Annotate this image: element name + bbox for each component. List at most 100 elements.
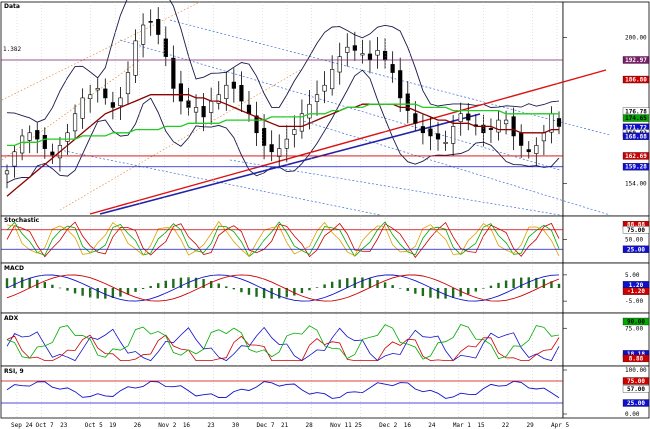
macd-histogram-bar bbox=[43, 282, 47, 288]
x-tick-label: Oct 5 bbox=[85, 422, 103, 429]
candle-body bbox=[156, 19, 161, 35]
candle-body bbox=[534, 145, 539, 154]
candle-body bbox=[65, 132, 70, 142]
x-tick-label: 28 bbox=[306, 422, 314, 429]
price-tag-label: 176.78 bbox=[625, 108, 647, 115]
macd-histogram-bar bbox=[542, 279, 546, 288]
macd-histogram-bar bbox=[383, 282, 387, 288]
candle-body bbox=[503, 119, 509, 125]
candle-body bbox=[511, 116, 516, 137]
price-tag-box bbox=[622, 226, 650, 234]
candle-body bbox=[35, 130, 40, 140]
rsi-line bbox=[6, 380, 560, 399]
price-tag-label: 25.00 bbox=[627, 400, 645, 407]
y-tick-label: 75.00 bbox=[625, 325, 643, 332]
price-tag-box bbox=[622, 132, 650, 140]
stochastic-line bbox=[6, 221, 560, 259]
candle-body bbox=[526, 149, 531, 153]
candle-body bbox=[125, 72, 131, 95]
macd-histogram-bar bbox=[225, 286, 228, 288]
price-tag-label: 171.72 bbox=[625, 124, 647, 131]
macd-histogram-bar bbox=[406, 288, 409, 291]
y-tick-label: 154.00 bbox=[625, 180, 647, 187]
macd-histogram-bar bbox=[338, 279, 341, 288]
price-tag-box bbox=[622, 114, 650, 122]
price-tag-box bbox=[622, 163, 650, 171]
x-tick-label: Nov 11 bbox=[330, 422, 352, 429]
x-tick-label: 19 bbox=[109, 422, 117, 429]
x-tick-label: 30 bbox=[232, 422, 240, 429]
fib-ratio-label: 1.382 bbox=[3, 46, 21, 53]
candle-body bbox=[209, 100, 214, 113]
price-tag-label: 18.18 bbox=[627, 351, 645, 358]
candle-body bbox=[163, 38, 168, 58]
candle-body bbox=[345, 46, 350, 53]
trend-support-line-blue bbox=[99, 113, 481, 215]
candle-body bbox=[201, 106, 206, 118]
x-tick-label: 16 bbox=[404, 422, 412, 429]
macd-histogram-bar bbox=[429, 288, 432, 298]
candle-body bbox=[390, 64, 395, 73]
price-tag-label: 88.88 bbox=[627, 222, 645, 229]
price-plot bbox=[1, 0, 611, 216]
panel-frame-price bbox=[0, 1, 564, 217]
candle-body bbox=[435, 133, 441, 140]
candle-body bbox=[556, 118, 562, 127]
y-tick-label: 100.00 bbox=[625, 367, 647, 374]
x-tick-label: Dec 2 bbox=[379, 422, 397, 429]
candle-body bbox=[42, 135, 47, 149]
candle-body bbox=[216, 94, 221, 104]
macd-line bbox=[6, 274, 560, 302]
x-tick-label: 15 bbox=[477, 422, 485, 429]
candle-body bbox=[80, 97, 85, 119]
x-tick-label: Oct 7 bbox=[36, 422, 54, 429]
candle-body bbox=[72, 113, 78, 132]
macd-histogram-bar bbox=[5, 278, 9, 288]
price-tag-box bbox=[622, 385, 650, 393]
candle-body bbox=[360, 53, 365, 56]
x-tick-label: 26 bbox=[134, 422, 142, 429]
candle-body bbox=[337, 56, 342, 73]
macd-histogram-bar bbox=[104, 288, 107, 299]
macd-signal-line bbox=[6, 274, 560, 302]
price-tag-box bbox=[622, 377, 650, 385]
macd-histogram-bar bbox=[179, 277, 183, 288]
candle-body bbox=[367, 53, 373, 61]
panel-frame-rsi bbox=[0, 365, 564, 419]
y-tick-label: -5.00 bbox=[625, 298, 643, 305]
bollinger-upper-band bbox=[6, 0, 560, 123]
candle-body bbox=[541, 132, 546, 142]
macd-histogram-bar bbox=[13, 277, 16, 288]
candle-body bbox=[239, 85, 244, 102]
macd-histogram-bar bbox=[474, 288, 478, 292]
adx-line bbox=[6, 324, 560, 360]
adx-plot bbox=[6, 324, 560, 362]
macd-histogram-bar bbox=[323, 284, 326, 288]
price-tag-label: 192.97 bbox=[625, 57, 647, 64]
price-tag-box bbox=[622, 287, 650, 295]
stochastic-line bbox=[6, 220, 560, 258]
macd-histogram-bar bbox=[285, 288, 288, 298]
candle-body bbox=[307, 103, 312, 119]
macd-histogram-bar bbox=[353, 277, 357, 288]
price-tag-label: 168.88 bbox=[625, 133, 647, 140]
macd-histogram-bar bbox=[368, 278, 372, 288]
macd-histogram-bar bbox=[557, 283, 561, 288]
candle-body bbox=[27, 132, 32, 141]
macd-histogram-bar bbox=[149, 286, 152, 288]
x-tick-label: Sep 24 bbox=[11, 422, 33, 429]
candle-body bbox=[20, 135, 25, 154]
macd-histogram-bar bbox=[141, 288, 145, 289]
candle-body bbox=[254, 115, 259, 134]
candle-body bbox=[443, 141, 448, 144]
candle-body bbox=[466, 113, 471, 121]
macd-histogram-bar bbox=[489, 285, 493, 288]
price-tag-box bbox=[622, 245, 650, 253]
price-tag-label: -1.20 bbox=[627, 288, 645, 295]
fan-line bbox=[1, 59, 141, 161]
moving-average-long bbox=[7, 103, 559, 147]
price-tag-box bbox=[622, 399, 650, 407]
adx-line bbox=[6, 334, 560, 362]
macd-histogram-bar bbox=[414, 288, 417, 294]
